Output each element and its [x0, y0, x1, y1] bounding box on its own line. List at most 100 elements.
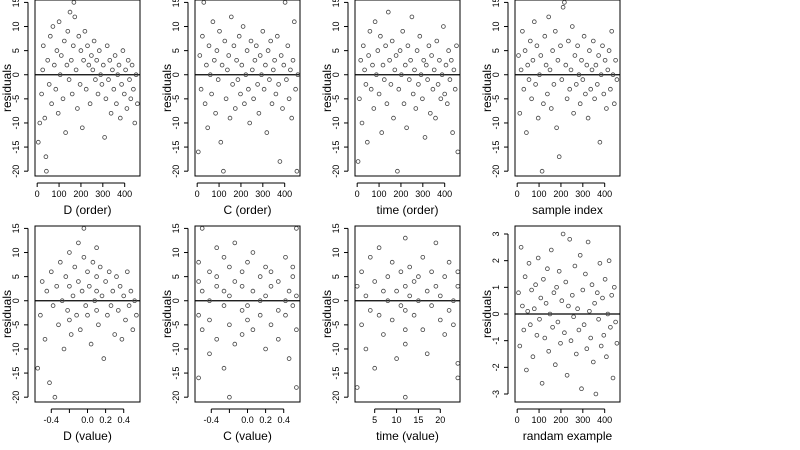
data-point — [108, 303, 114, 308]
data-point — [396, 86, 402, 92]
y-tick-label: -20 — [171, 391, 181, 404]
data-point — [196, 149, 201, 155]
data-point — [197, 53, 203, 58]
data-point — [66, 77, 72, 82]
data-point — [123, 67, 128, 73]
data-point — [609, 292, 614, 298]
data-point — [357, 96, 362, 102]
data-point — [92, 298, 97, 304]
data-point — [293, 86, 298, 92]
data-point — [573, 82, 579, 87]
y-tick-label: 15 — [11, 0, 21, 7]
data-point — [402, 394, 408, 400]
data-point — [96, 322, 101, 328]
data-point — [370, 62, 375, 68]
data-point — [65, 28, 71, 34]
data-point — [42, 336, 48, 342]
data-point — [614, 77, 620, 82]
data-point — [255, 82, 260, 87]
data-point — [367, 28, 373, 34]
data-point — [583, 91, 588, 97]
data-point — [394, 288, 399, 294]
data-point — [522, 274, 528, 280]
data-point — [433, 115, 438, 121]
data-point — [79, 288, 85, 294]
data-point — [283, 254, 288, 260]
data-point — [57, 72, 63, 77]
data-point — [451, 298, 456, 304]
data-point — [68, 332, 74, 337]
data-point — [221, 254, 227, 260]
data-point — [433, 240, 439, 246]
data-point — [227, 322, 232, 328]
y-tick-label: 0 — [11, 298, 21, 303]
data-point — [397, 48, 403, 53]
y-tick-label: -5 — [171, 95, 181, 103]
data-point — [200, 33, 205, 39]
x-tick-label: 15 — [413, 415, 423, 425]
data-point — [250, 288, 256, 294]
data-point — [52, 394, 58, 400]
data-point — [556, 268, 562, 274]
data-point — [602, 57, 608, 63]
data-point — [525, 308, 530, 314]
data-point — [541, 101, 546, 106]
data-point — [105, 312, 110, 318]
data-point — [268, 38, 274, 44]
data-point — [593, 62, 599, 68]
data-point — [358, 57, 364, 63]
data-point — [291, 19, 297, 25]
data-point — [275, 336, 281, 342]
data-point — [94, 245, 99, 251]
y-tick-label: -5 — [331, 95, 341, 103]
x-tick-label: 400 — [437, 189, 452, 199]
data-point — [35, 365, 40, 371]
panel-6: -0.4 0.0 0.2 0.4 -20 -15 -10 -5 0 5 10 15 C (value) r… — [160, 223, 301, 443]
data-point — [132, 298, 137, 304]
data-point — [613, 57, 618, 63]
data-point — [537, 316, 542, 322]
data-point — [295, 72, 301, 77]
data-point — [46, 82, 52, 87]
data-point — [69, 91, 75, 97]
data-point — [276, 82, 281, 87]
data-point — [450, 130, 455, 135]
data-point — [520, 28, 525, 34]
data-point — [534, 43, 540, 49]
data-point — [437, 317, 443, 323]
data-point — [225, 67, 230, 73]
data-point — [579, 57, 584, 63]
y-tick-label: -20 — [171, 165, 181, 178]
x-axis-title: randam example — [523, 429, 613, 443]
data-point — [63, 274, 69, 279]
data-point — [401, 101, 407, 106]
data-point — [53, 86, 59, 92]
data-point — [372, 365, 378, 371]
x-tick-label: 0.0 — [241, 415, 254, 425]
data-point — [50, 303, 56, 308]
data-point — [402, 308, 408, 313]
data-point — [119, 82, 124, 87]
data-point — [381, 77, 387, 82]
data-point — [230, 82, 235, 87]
data-point — [364, 139, 370, 145]
x-tick-label: 300 — [415, 189, 430, 199]
data-point — [270, 67, 276, 73]
data-point — [106, 269, 112, 275]
data-point — [530, 354, 536, 360]
data-point — [568, 338, 574, 344]
data-point — [560, 231, 566, 237]
data-point — [381, 332, 386, 337]
data-point — [39, 279, 45, 284]
data-point — [236, 33, 242, 39]
x-tick-label: -0.4 — [204, 415, 220, 425]
data-point — [548, 247, 554, 253]
data-point — [393, 53, 399, 58]
data-point — [439, 72, 445, 77]
y-tick-label: -10 — [171, 116, 181, 129]
data-point — [580, 287, 586, 293]
data-point — [410, 91, 416, 97]
data-point — [94, 308, 99, 313]
data-point — [601, 91, 607, 97]
data-point — [245, 259, 250, 265]
